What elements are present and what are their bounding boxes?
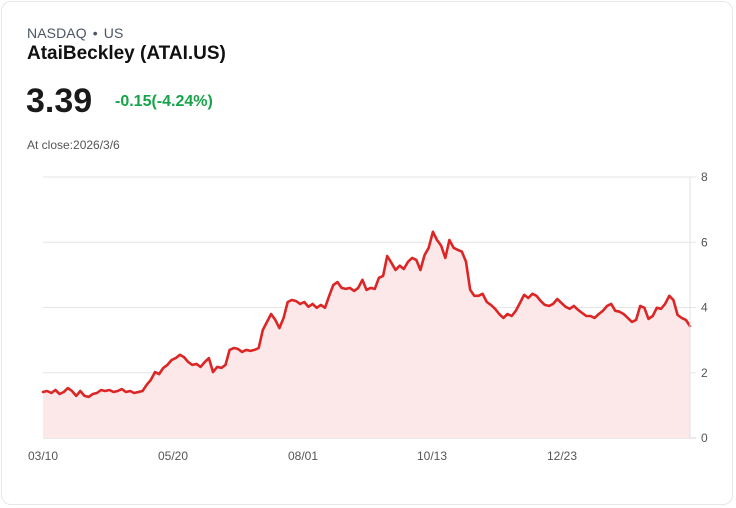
close-date: At close:2026/3/6 <box>27 138 120 152</box>
y-tick-label: 6 <box>701 235 708 249</box>
exchange-name: NASDAQ <box>27 25 87 41</box>
price-area <box>43 231 690 438</box>
y-tick-label: 4 <box>701 301 708 315</box>
x-axis-ticks: 03/10 05/20 08/01 10/13 12/23 <box>28 449 577 463</box>
price-line <box>41 230 692 399</box>
x-tick-label: 08/01 <box>288 449 318 463</box>
price-change: -0.15(-4.24%) <box>115 93 213 110</box>
separator-dot: • <box>92 25 98 41</box>
current-price: 3.39 <box>26 82 93 120</box>
x-tick-label: 12/23 <box>547 449 577 463</box>
x-tick-label: 05/20 <box>158 449 188 463</box>
y-tick-label: 8 <box>701 170 708 184</box>
exchange-line: NASDAQ • US <box>27 25 123 41</box>
region: US <box>103 25 124 41</box>
x-tick-label: 10/13 <box>417 449 447 463</box>
y-tick-label: 2 <box>701 366 708 380</box>
y-axis-ticks: 0 2 4 6 8 <box>701 170 708 445</box>
stock-title: AtaiBeckley (ATAI.US) <box>27 43 226 64</box>
y-tick-label: 0 <box>701 431 708 445</box>
x-tick-label: 03/10 <box>28 449 58 463</box>
